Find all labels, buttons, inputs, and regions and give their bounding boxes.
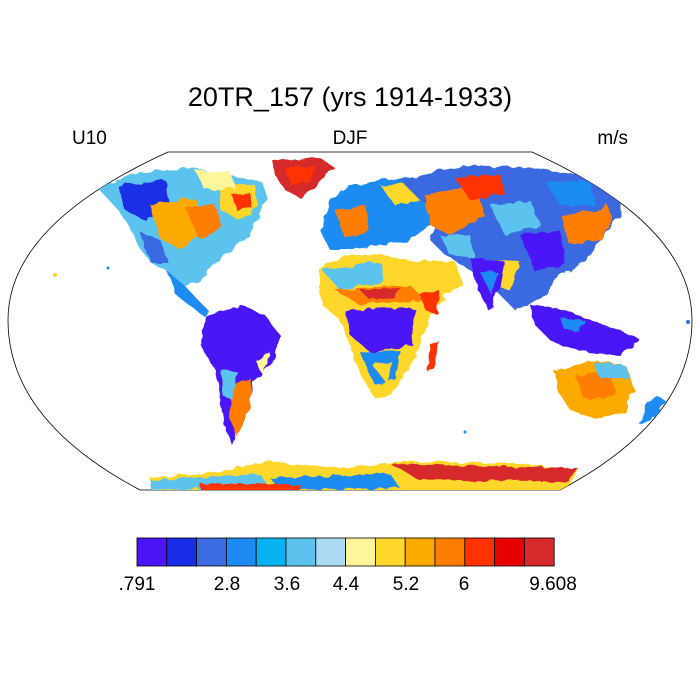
colorbar-swatch (464, 537, 495, 567)
colorbar-swatch (524, 537, 555, 567)
south-america (200, 305, 280, 445)
colorbar-swatch (196, 537, 227, 567)
colorbar-swatch (404, 537, 436, 567)
colorbar-tick-label: 5.2 (392, 574, 420, 595)
arabian-peninsula (420, 262, 462, 295)
maritime-continent (530, 305, 640, 355)
colorbar-swatch (345, 537, 376, 567)
colorbar-swatch (315, 537, 346, 567)
colorbar-swatch (494, 537, 525, 567)
units-label: m/s (597, 128, 628, 149)
colorbar-swatch (225, 537, 257, 567)
colorbar-swatch (255, 537, 287, 567)
colorbar-tick-label: 6 (458, 574, 470, 595)
colorbar-tick-label: 3.6 (273, 574, 301, 595)
colorbar-tick-label: 2.8 (213, 574, 241, 595)
colorbar-swatch (434, 537, 466, 567)
central-america (168, 272, 210, 316)
colorbar-tick-label: 4.4 (332, 574, 360, 595)
colorbar-swatch (374, 537, 406, 567)
madagascar (428, 340, 438, 372)
new-zealand (640, 395, 665, 425)
colorbar-swatch (285, 537, 317, 567)
season-label: DJF (332, 128, 368, 149)
colorbar-tick-label: 9.608 (529, 574, 577, 595)
japan (592, 205, 612, 240)
colorbar-swatch (136, 537, 168, 567)
plot-title: 20TR_157 (yrs 1914-1933) (187, 82, 513, 112)
colorbar-swatch (166, 537, 198, 567)
land-field (98, 158, 665, 490)
variable-label: U10 (72, 128, 107, 149)
colorbar-tick-label: .791 (118, 574, 156, 595)
